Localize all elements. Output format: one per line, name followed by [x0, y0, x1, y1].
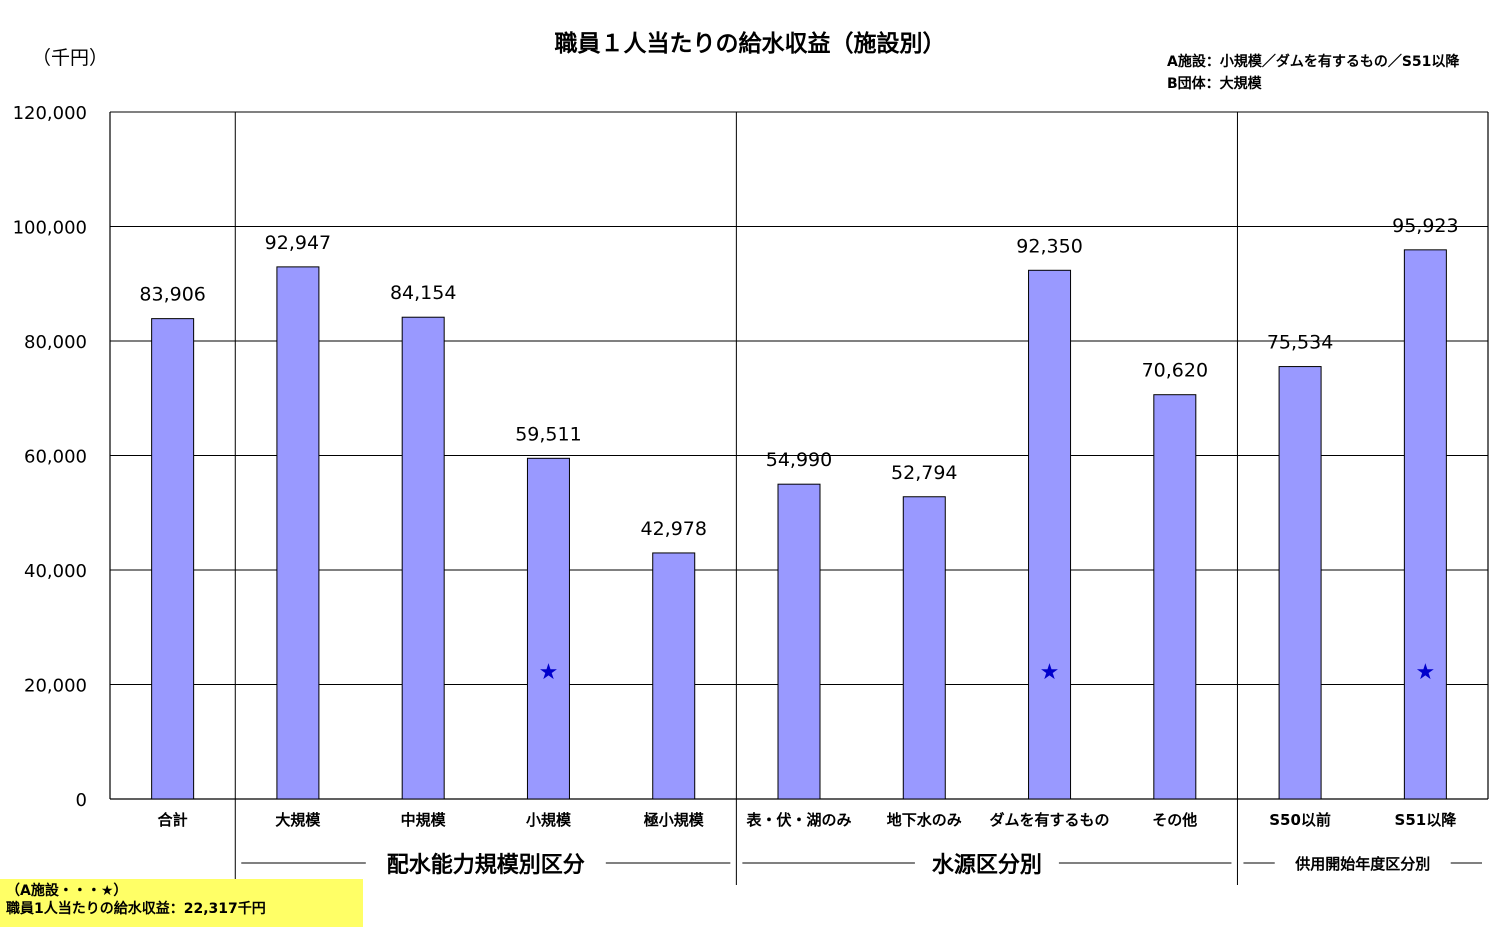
bar	[276, 266, 320, 800]
data-label: 84,154	[390, 282, 456, 304]
bar	[526, 457, 570, 800]
x-tick-label: S51以降	[1395, 811, 1458, 829]
x-tick-label: 合計	[157, 811, 188, 829]
bar	[652, 552, 696, 800]
group-label: 水源区分別	[932, 853, 1042, 878]
star-icon: ★	[539, 660, 559, 685]
x-tick-label: 小規模	[526, 811, 572, 829]
bar	[401, 316, 445, 800]
data-label: 83,906	[139, 284, 205, 306]
legend-line-2: 職員1人当たりの給水収益：22,317千円	[6, 901, 266, 917]
data-label: 92,947	[265, 232, 331, 254]
group-labels: 配水能力規模別区分 水源区分別 供用開始年度区分別	[234, 112, 1482, 885]
data-label: 42,978	[640, 518, 706, 540]
y-tick-label: 60,000	[24, 447, 87, 468]
data-label: 54,990	[766, 449, 832, 471]
note-line-1: A施設：小規模／ダムを有するもの／S51以降	[1167, 53, 1460, 70]
category-labels: 合計 大規模 中規模 小規模 極小規模 表・伏・湖のみ 地下水のみ ダムを有するもの その他 S5…	[157, 811, 1458, 829]
bar	[151, 318, 195, 800]
y-tick-label: 40,000	[24, 561, 87, 582]
data-label: 52,794	[891, 462, 957, 484]
x-tick-label: その他	[1152, 811, 1197, 829]
bar	[1153, 394, 1197, 800]
unit-label: （千円）	[32, 47, 108, 69]
y-tick-label: 80,000	[24, 332, 87, 353]
legend-box: （A施設・・・★） 職員1人当たりの給水収益：22,317千円	[0, 879, 363, 927]
bar	[777, 483, 821, 800]
x-tick-label: 大規模	[275, 811, 321, 829]
data-label: 70,620	[1142, 360, 1208, 382]
bar	[1403, 249, 1447, 800]
data-label: 95,923	[1392, 215, 1458, 237]
bar	[1278, 366, 1322, 800]
x-tick-label: S50以前	[1269, 811, 1331, 829]
y-tick-label: 120,000	[13, 103, 87, 124]
y-tick-label: 0	[76, 790, 87, 811]
bar	[902, 496, 946, 800]
x-tick-label: ダムを有するもの	[990, 811, 1110, 829]
bars: ★ ★ ★	[151, 249, 1447, 800]
data-label: 75,534	[1267, 332, 1333, 354]
chart-title: 職員１人当たりの給水収益（施設別）	[555, 30, 946, 57]
note-line-2: B団体：大規模	[1167, 75, 1263, 92]
data-label: 92,350	[1016, 235, 1082, 257]
star-icon: ★	[1040, 660, 1060, 685]
x-tick-label: 極小規模	[643, 811, 705, 829]
x-tick-label: 表・伏・湖のみ	[746, 811, 851, 829]
y-tick-label: 100,000	[13, 218, 87, 239]
star-icon: ★	[1415, 660, 1435, 685]
x-tick-label: 中規模	[401, 811, 447, 829]
x-tick-label: 地下水のみ	[887, 811, 962, 829]
legend-line-1: （A施設・・・★）	[6, 883, 128, 899]
group-label: 供用開始年度区分別	[1294, 855, 1430, 873]
data-label: 59,511	[515, 423, 581, 445]
group-label: 配水能力規模別区分	[387, 852, 585, 878]
value-labels: 83,906 92,947 84,154 59,511 42,978 54,990 52,7…	[139, 215, 1458, 540]
y-tick-label: 20,000	[24, 676, 87, 697]
gridlines	[109, 111, 1489, 800]
y-axis-ticks: 0 20,000 40,000 60,000 80,000 100,000 120,000	[13, 103, 87, 811]
bar	[1028, 269, 1072, 800]
